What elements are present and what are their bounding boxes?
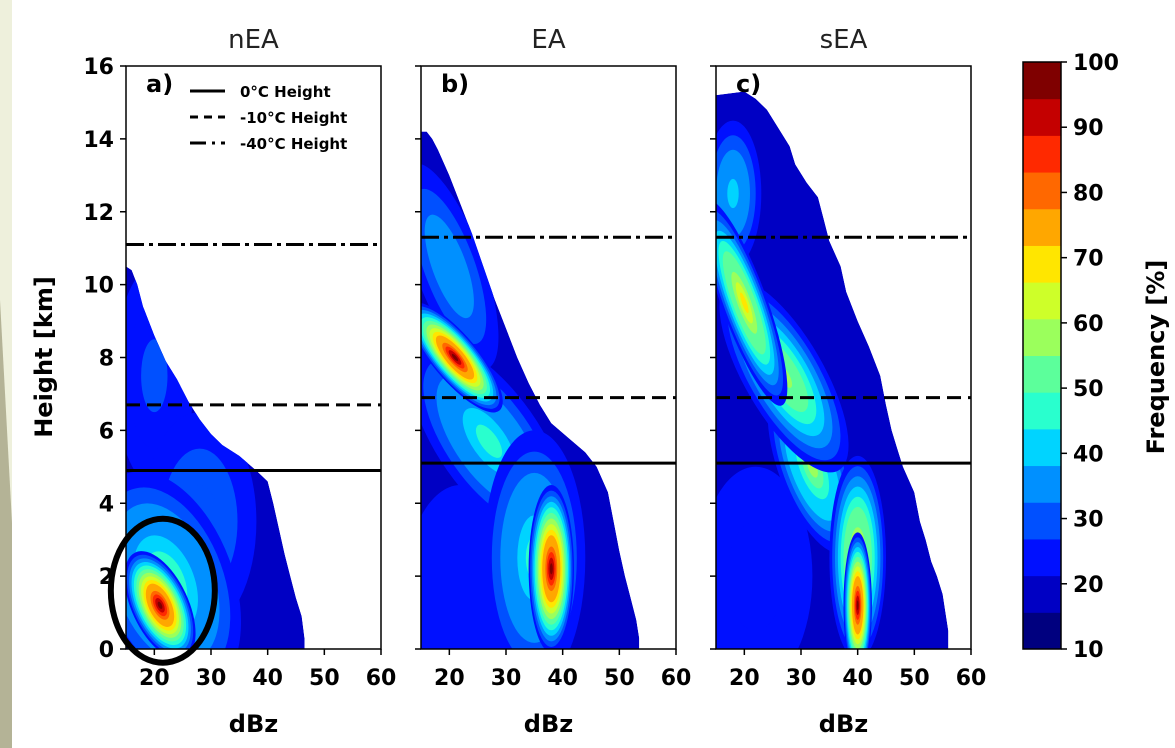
colorbar-segment (1023, 245, 1061, 283)
colorbar-segment (1023, 612, 1061, 650)
x-tick-label: 20 (729, 666, 760, 691)
x-tick-label: 20 (434, 666, 465, 691)
colorbar-tick-label: 40 (1073, 442, 1104, 467)
colorbar-tick-label: 50 (1073, 377, 1104, 402)
legend-label: 0°C Height (240, 83, 331, 101)
contour-band (475, 424, 503, 458)
contour-band (141, 339, 168, 413)
colorbar-segment (1023, 502, 1061, 540)
x-tick-label: 50 (899, 666, 930, 691)
colorbar-segment (1023, 465, 1061, 503)
x-tick-label: 40 (547, 666, 578, 691)
colorbar-segment (1023, 355, 1061, 393)
x-tick-label: 40 (842, 666, 873, 691)
y-tick-label: 12 (83, 201, 114, 226)
contour-band (549, 563, 553, 575)
colorbar-tick-label: 70 (1073, 247, 1104, 272)
x-tick-label: 30 (786, 666, 817, 691)
colorbar-segment (1023, 98, 1061, 136)
y-tick-label: 14 (83, 128, 114, 153)
panel-title: EA (531, 25, 565, 55)
colorbar-segment (1023, 282, 1061, 320)
legend-label: -40°C Height (240, 135, 347, 153)
x-axis-label: dBz (524, 710, 573, 738)
contour-band (157, 601, 163, 609)
panel-label: c) (736, 70, 761, 98)
x-tick-label: 60 (956, 666, 987, 691)
y-tick-label: 8 (99, 347, 114, 372)
y-tick-label: 0 (99, 638, 114, 663)
y-tick-label: 4 (99, 492, 114, 517)
panel-title: sEA (820, 25, 868, 55)
y-tick-label: 16 (83, 55, 114, 80)
contour-band (739, 292, 749, 314)
colorbar-segment (1023, 318, 1061, 356)
contour-band (727, 178, 739, 209)
colorbar-tick-label: 20 (1073, 573, 1104, 598)
colorbar-segment (1023, 575, 1061, 613)
contour-band (727, 521, 784, 631)
x-tick-label: 30 (491, 666, 522, 691)
y-axis-label: Height [km] (30, 276, 58, 438)
panel-title: nEA (228, 25, 279, 55)
x-tick-label: 50 (309, 666, 340, 691)
frequency-field (716, 91, 949, 649)
frequency-field (421, 131, 640, 650)
x-tick-label: 60 (366, 666, 397, 691)
colorbar-segment (1023, 135, 1061, 173)
contour-band (856, 600, 859, 611)
y-tick-label: 10 (83, 274, 114, 299)
colorbar-tick-label: 10 (1073, 638, 1104, 663)
colorbar-label: Frequency [%] (1142, 260, 1170, 455)
legend-label: -10°C Height (240, 109, 347, 127)
colorbar-segment (1023, 208, 1061, 246)
x-tick-label: 20 (139, 666, 170, 691)
panel-nea (120, 65, 382, 655)
x-axis-label: dBz (229, 710, 278, 738)
x-tick-label: 50 (604, 666, 635, 691)
colorbar-segment (1023, 172, 1061, 210)
frequency-field (126, 266, 305, 649)
colorbar-tick-label: 60 (1073, 312, 1104, 337)
x-tick-label: 60 (661, 666, 692, 691)
x-tick-label: 30 (196, 666, 227, 691)
x-tick-label: 40 (252, 666, 283, 691)
colorbar-tick-label: 80 (1073, 181, 1104, 206)
colorbar-segment (1023, 62, 1061, 100)
colorbar-tick-label: 100 (1073, 51, 1119, 76)
panel-label: a) (146, 70, 173, 98)
colorbar-segment (1023, 428, 1061, 467)
contour-band (432, 539, 490, 649)
legend (190, 89, 225, 145)
contour-band (437, 240, 462, 293)
panel-ea (415, 65, 677, 655)
panel-sea (710, 65, 972, 655)
colorbar-frame (1022, 61, 1062, 650)
colorbar-segment (1023, 538, 1061, 577)
y-tick-label: 6 (99, 419, 114, 444)
panel-label: b) (441, 70, 469, 98)
x-axis-label: dBz (819, 710, 868, 738)
colorbar-segment (1023, 392, 1061, 430)
colorbar-tick-label: 90 (1073, 116, 1104, 141)
colorbar-tick-label: 30 (1073, 508, 1104, 533)
annotation-ellipse (107, 515, 218, 666)
colorbar (1022, 61, 1067, 650)
contour-band (451, 353, 459, 362)
